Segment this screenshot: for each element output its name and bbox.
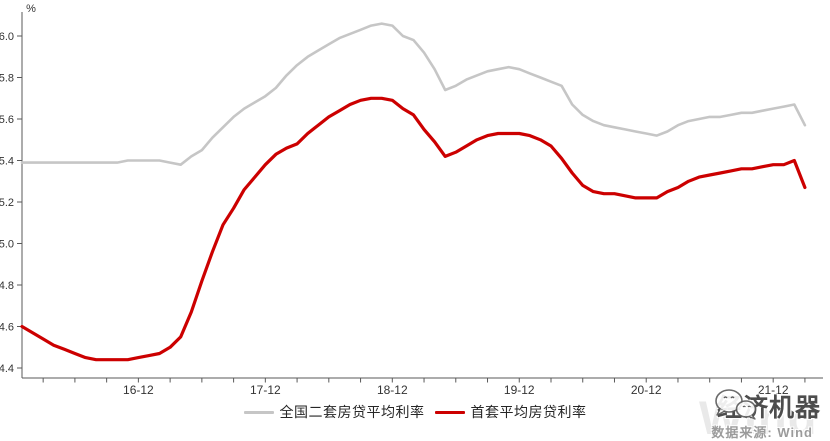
svg-text:4.4: 4.4 — [0, 363, 14, 375]
svg-text:6.0: 6.0 — [0, 31, 14, 43]
svg-text:5.6: 5.6 — [0, 114, 14, 126]
svg-text:19-12: 19-12 — [504, 383, 535, 397]
legend-item-second-home: 全国二套房贷平均利率 — [243, 402, 425, 422]
svg-text:17-12: 17-12 — [250, 383, 281, 397]
brand-watermark: 经济机器 — [714, 388, 821, 424]
legend-item-first-home: 首套平均房贷利率 — [434, 402, 587, 422]
legend: 全国二套房贷平均利率 首套平均房贷利率 — [0, 401, 830, 423]
svg-text:18-12: 18-12 — [377, 383, 408, 397]
svg-text:4.8: 4.8 — [0, 280, 14, 292]
data-source-label: 数据来源: Wind — [711, 425, 813, 440]
svg-text:5.4: 5.4 — [0, 156, 14, 168]
svg-text:21-12: 21-12 — [758, 383, 789, 397]
second-home-line-swatch — [243, 410, 274, 414]
svg-text:5.8: 5.8 — [0, 73, 14, 85]
svg-text:5.2: 5.2 — [0, 197, 14, 209]
legend-label-second-home: 全国二套房贷平均利率 — [279, 404, 425, 420]
legend-label-first-home: 首套平均房贷利率 — [470, 404, 587, 420]
svg-text:%: % — [26, 3, 36, 15]
first-home-line-swatch — [434, 410, 465, 414]
svg-text:4.6: 4.6 — [0, 322, 14, 334]
svg-text:16-12: 16-12 — [123, 383, 154, 397]
svg-text:20-12: 20-12 — [631, 383, 662, 397]
svg-text:5.0: 5.0 — [0, 239, 14, 251]
